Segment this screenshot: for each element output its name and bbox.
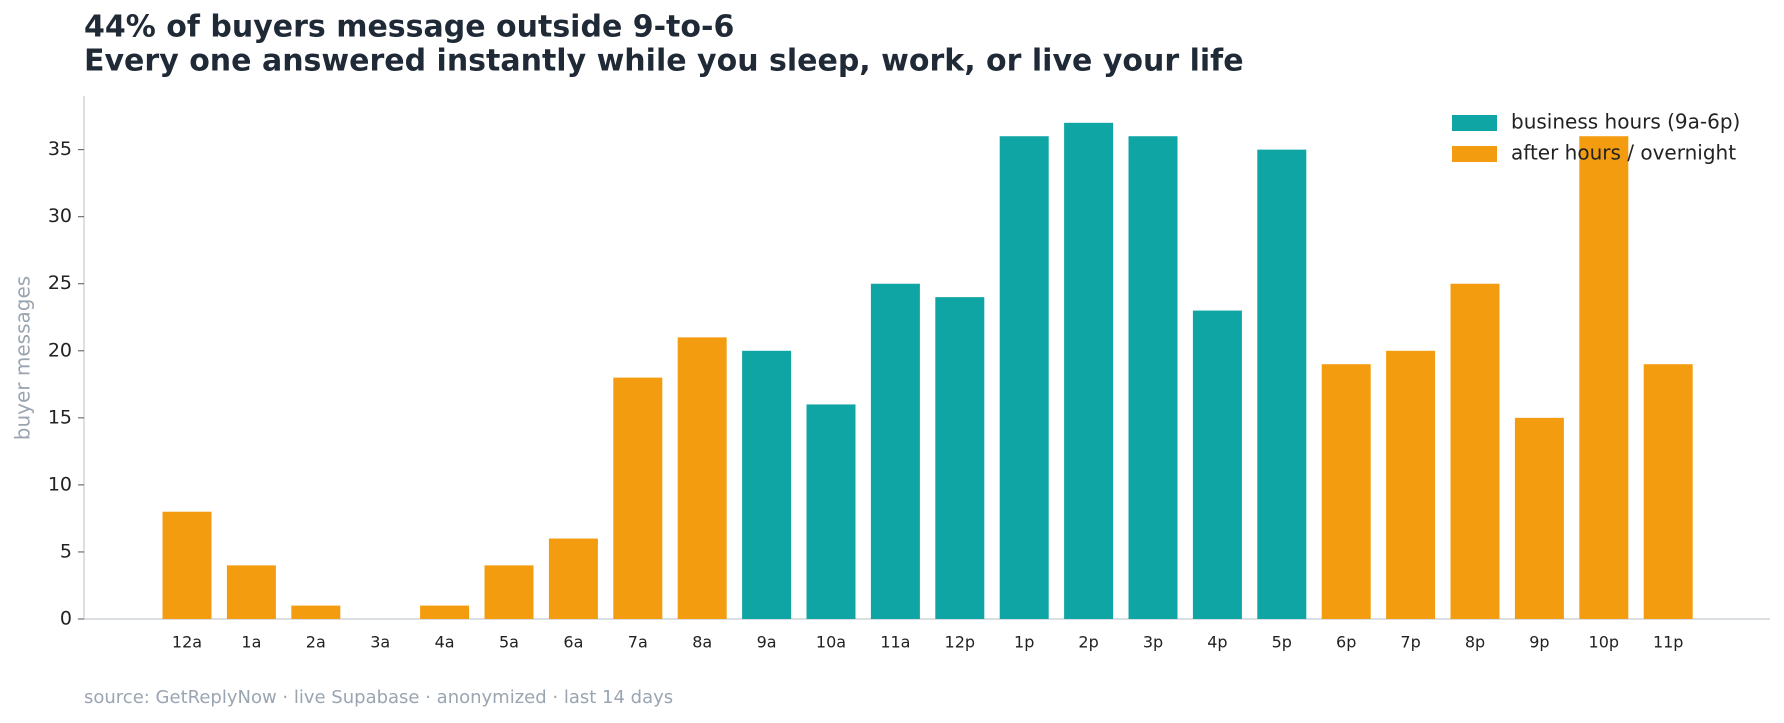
bar xyxy=(742,350,792,619)
x-tick-label: 9a xyxy=(757,633,777,652)
y-tick-label: 15 xyxy=(48,406,72,428)
x-tick-label: 8p xyxy=(1465,633,1485,652)
bar xyxy=(1257,149,1307,619)
x-tick-label: 12a xyxy=(172,633,202,652)
source-note: source: GetReplyNow · live Supabase · an… xyxy=(84,687,673,708)
x-tick-label: 10a xyxy=(816,633,846,652)
x-tick-label: 12p xyxy=(945,633,976,652)
legend-label: business hours (9a-6p) xyxy=(1511,110,1740,134)
chart-subtitle: Every one answered instantly while you s… xyxy=(84,44,1244,79)
x-tick-label: 3a xyxy=(370,633,390,652)
x-tick-label: 3p xyxy=(1143,633,1163,652)
bar xyxy=(1643,364,1693,619)
y-tick-label: 35 xyxy=(48,138,72,160)
x-tick-label: 1a xyxy=(241,633,261,652)
legend-swatch xyxy=(1452,146,1497,162)
x-tick-label: 2p xyxy=(1078,633,1098,652)
bar xyxy=(291,605,341,619)
x-tick-label: 8a xyxy=(692,633,712,652)
bar xyxy=(1192,310,1242,619)
y-tick-label: 20 xyxy=(48,339,72,361)
y-tick-label: 0 xyxy=(60,608,72,630)
bar xyxy=(806,404,856,619)
bar xyxy=(999,136,1049,619)
x-tick-label: 6p xyxy=(1336,633,1356,652)
bar xyxy=(226,565,276,619)
chart-title: 44% of buyers message outside 9-to-6 xyxy=(84,10,734,45)
bar xyxy=(1450,283,1500,619)
x-tick-label: 10p xyxy=(1589,633,1620,652)
bar xyxy=(1514,417,1564,619)
x-tick-label: 1p xyxy=(1014,633,1034,652)
bar xyxy=(613,377,663,619)
bar xyxy=(420,605,470,619)
y-tick-label: 25 xyxy=(48,272,72,294)
y-tick-label: 5 xyxy=(60,540,72,562)
legend-label: after hours / overnight xyxy=(1511,141,1736,165)
bar xyxy=(1386,350,1436,619)
x-tick-label: 6a xyxy=(563,633,583,652)
bar xyxy=(1579,136,1629,619)
x-tick-label: 7p xyxy=(1400,633,1420,652)
x-tick-label: 9p xyxy=(1529,633,1549,652)
legend-swatch xyxy=(1452,115,1497,131)
bar xyxy=(1128,136,1178,619)
x-tick-label: 2a xyxy=(306,633,326,652)
y-axis-label: buyer messages xyxy=(11,276,35,440)
bar xyxy=(1321,364,1371,619)
x-tick-label: 5a xyxy=(499,633,519,652)
bar xyxy=(677,337,727,619)
x-tick-label: 7a xyxy=(628,633,648,652)
y-tick-label: 30 xyxy=(48,205,72,227)
x-tick-label: 11p xyxy=(1653,633,1684,652)
y-tick-label: 10 xyxy=(48,473,72,495)
x-tick-label: 4a xyxy=(435,633,455,652)
bar xyxy=(935,297,985,619)
bar xyxy=(162,511,212,619)
bar xyxy=(1064,122,1114,620)
bar xyxy=(484,565,534,619)
bar xyxy=(870,283,920,619)
x-tick-label: 4p xyxy=(1207,633,1227,652)
x-tick-label: 11a xyxy=(880,633,910,652)
x-tick-label: 5p xyxy=(1272,633,1292,652)
bar xyxy=(548,538,598,619)
